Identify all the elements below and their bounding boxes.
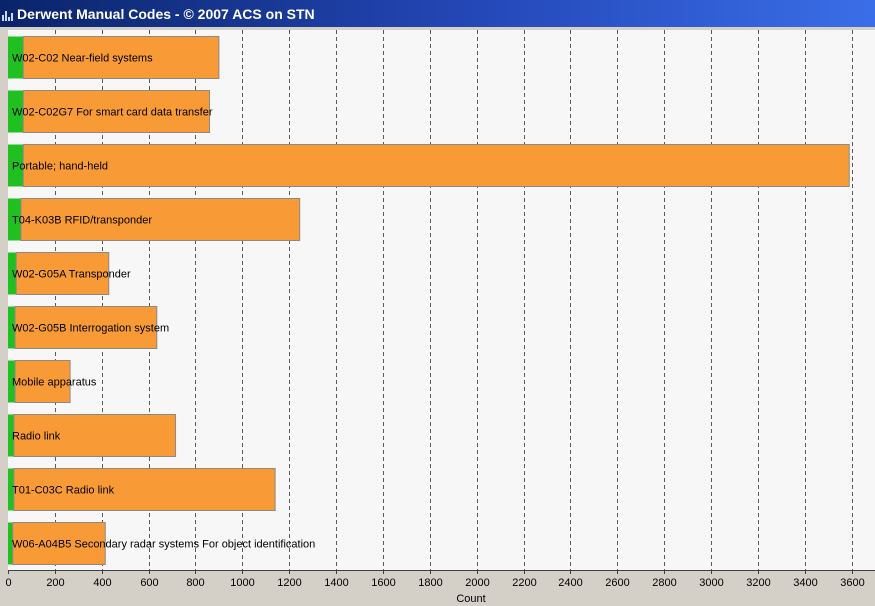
bar-secondary-segment xyxy=(8,90,24,133)
bar-secondary-segment xyxy=(8,306,16,349)
bar-secondary-segment xyxy=(8,360,16,403)
chart-plot-area: W02-C02 Near-field systems W02-C02G7 For … xyxy=(8,30,875,570)
x-tick-label: 2800 xyxy=(652,577,676,589)
x-tick-label: 1200 xyxy=(277,577,301,589)
x-tick-label: 200 xyxy=(46,577,64,589)
x-tick-label: 3200 xyxy=(746,577,770,589)
x-tick-label: 800 xyxy=(186,577,204,589)
bar-primary-segment xyxy=(22,144,850,187)
bar-secondary-segment xyxy=(8,414,14,457)
bar-secondary-segment xyxy=(8,36,24,79)
x-tick-label: 2000 xyxy=(465,577,489,589)
bar-label: W02-C02 Near-field systems xyxy=(12,53,153,65)
x-tick-label: 3600 xyxy=(840,577,864,589)
bar-secondary-segment xyxy=(8,198,21,241)
bar-label: W02-G05B Interrogation system xyxy=(12,323,169,335)
x-axis-label: Count xyxy=(456,593,485,605)
bar-label: T01-C03C Radio link xyxy=(12,485,115,497)
bar-secondary-segment xyxy=(8,522,13,565)
bar-primary-segment xyxy=(13,414,177,457)
bar-primary-segment xyxy=(14,306,158,349)
bar-primary-segment xyxy=(15,252,110,295)
bar-primary-segment xyxy=(22,90,211,133)
bar-primary-segment xyxy=(12,522,106,565)
bar-secondary-segment xyxy=(8,252,17,295)
x-tick-label: 0 xyxy=(5,577,11,589)
bar-label: W06-A04B5 Secondary radar systems For ob… xyxy=(12,539,315,551)
bar-primary-segment xyxy=(14,360,71,403)
x-tick-label: 400 xyxy=(93,577,111,589)
bar-secondary-segment xyxy=(8,468,14,511)
x-tick-label: 1000 xyxy=(230,577,254,589)
x-tick-label: 1600 xyxy=(371,577,395,589)
x-tick-label: 1800 xyxy=(418,577,442,589)
bar-primary-segment xyxy=(22,36,220,79)
x-tick-label: 600 xyxy=(140,577,158,589)
bar-primary-segment xyxy=(20,198,301,241)
bar-chart: W02-C02 Near-field systems W02-C02G7 For … xyxy=(8,30,853,570)
x-tick-label: 1400 xyxy=(324,577,348,589)
bar-secondary-segment xyxy=(8,144,24,187)
x-tick-label: 2400 xyxy=(558,577,582,589)
bar-label: T04-K03B RFID/transponder xyxy=(12,215,152,227)
window-title: Derwent Manual Codes - © 2007 ACS on STN xyxy=(17,5,315,22)
window-titlebar[interactable]: Derwent Manual Codes - © 2007 ACS on STN xyxy=(0,0,875,27)
x-axis: 0 200 400 600 800 1000 1200 1400 1600 1800 2000 220… xyxy=(5,570,875,605)
x-tick-label: 2200 xyxy=(512,577,536,589)
bar-chart-icon xyxy=(2,7,13,21)
bar-primary-segment xyxy=(13,468,276,511)
x-tick-label: 2600 xyxy=(605,577,629,589)
bar-label: W02-C02G7 For smart card data transfer xyxy=(12,107,213,119)
bar-label: W02-G05A Transponder xyxy=(12,269,131,281)
x-tick-label: 3000 xyxy=(699,577,723,589)
bar-label: Mobile apparatus xyxy=(12,377,97,389)
bar-label: Radio link xyxy=(12,431,61,443)
x-tick-label: 3400 xyxy=(793,577,817,589)
bar-label: Portable; hand-held xyxy=(12,161,108,173)
